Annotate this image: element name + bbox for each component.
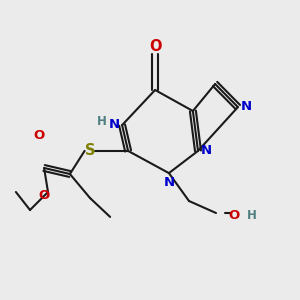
Text: N: N	[240, 100, 252, 113]
Text: N: N	[109, 118, 120, 131]
Text: O: O	[149, 39, 161, 54]
Text: N: N	[200, 143, 212, 157]
Text: O: O	[38, 189, 50, 203]
Text: N: N	[164, 176, 176, 189]
Text: H: H	[247, 208, 256, 222]
Text: O: O	[33, 129, 45, 142]
Text: H: H	[97, 115, 106, 128]
Text: S: S	[85, 143, 95, 158]
Text: O: O	[228, 208, 240, 222]
